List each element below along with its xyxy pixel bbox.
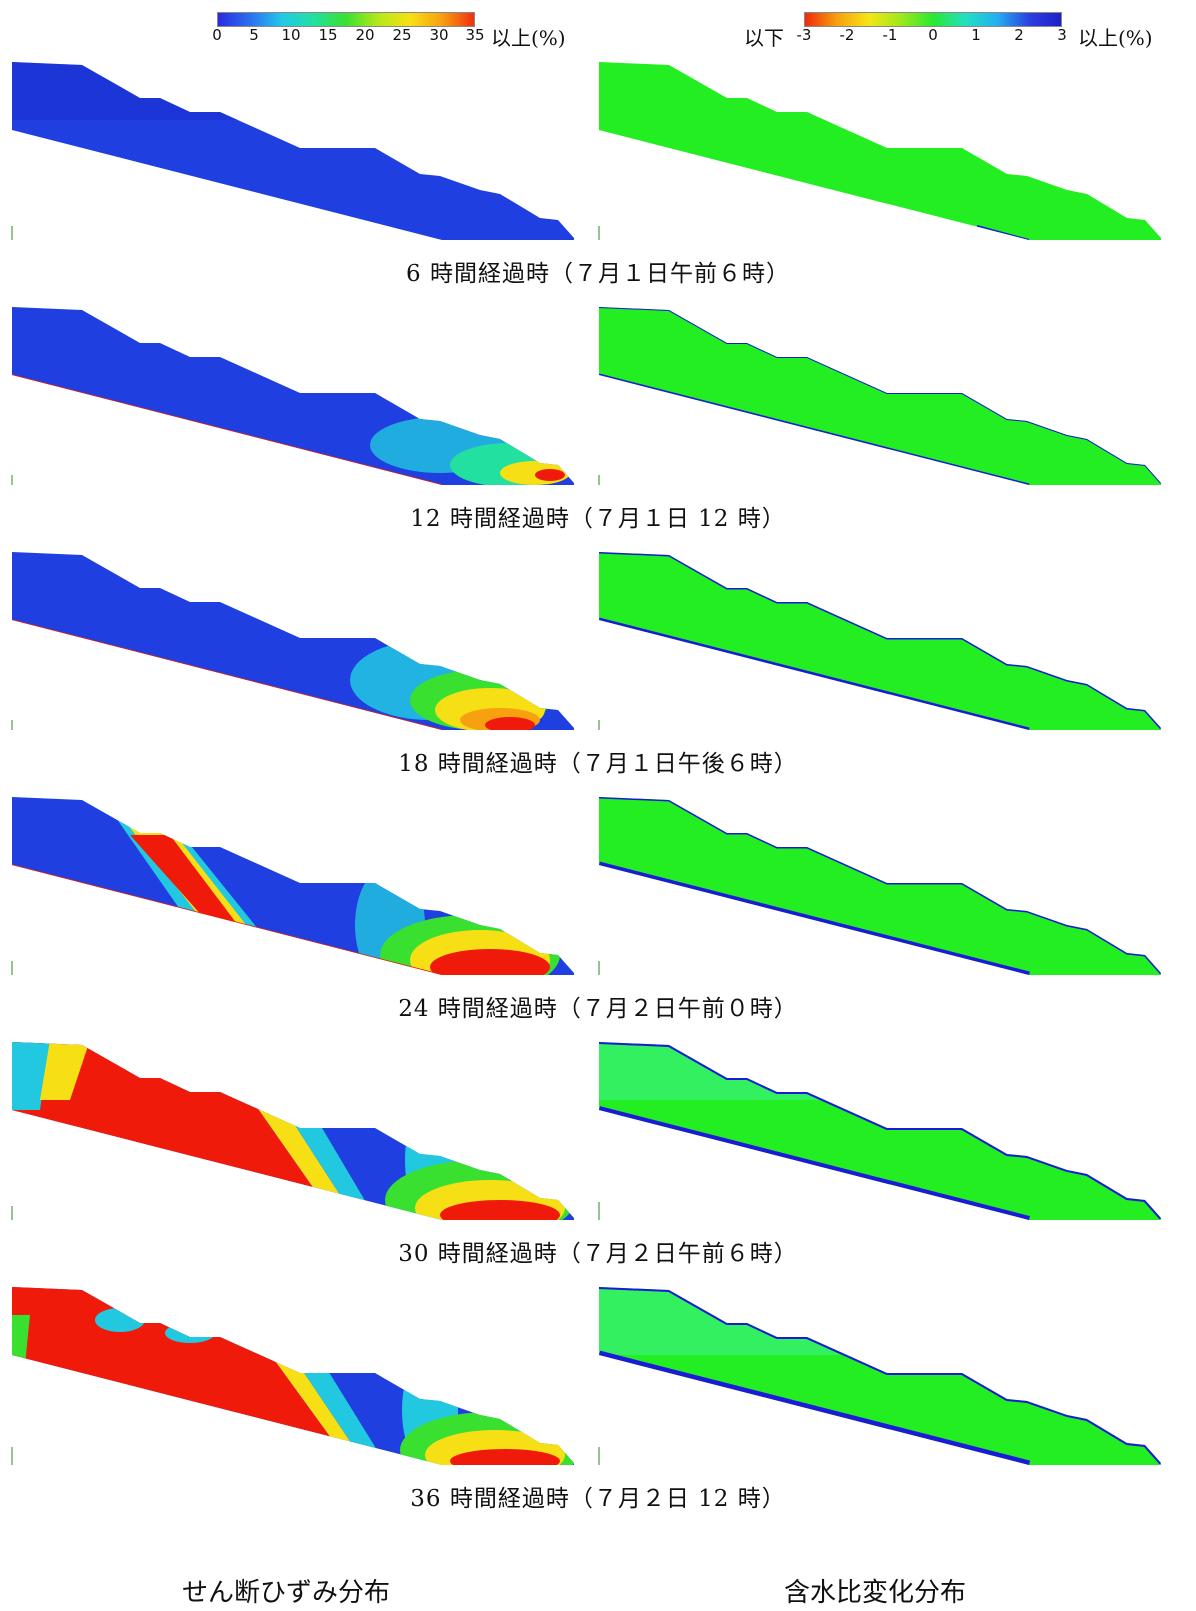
moisture-tick: 1 [971,26,981,44]
moisture-tick: 3 [1057,26,1067,44]
moisture-tick: 0 [928,26,938,44]
moisture-tick: 2 [1014,26,1024,44]
moisture-unit-label: 以上(%) [1078,26,1153,50]
time-caption-6h: 6 時間経過時（７月１日午前６時） [406,261,790,287]
shear-strain-colorbar: 0 5 10 15 20 25 30 35 以上(%) [205,10,585,50]
moisture-panel-36h [597,1285,1177,1471]
moisture-panel-30h [597,1040,1177,1226]
time-caption-18h: 18 時間経過時（７月１日午後６時） [398,751,798,777]
shear-strain-panel-30h [10,1040,590,1226]
shear-tick: 5 [249,26,259,44]
moisture-tick: -1 [882,26,898,44]
moisture-panel-12h [597,305,1177,491]
moisture-column-label: 含水比変化分布 [784,1578,967,1608]
moisture-tick: -2 [839,26,855,44]
shear-strain-panel-18h [10,550,590,736]
shear-tick: 35 [465,26,485,44]
shear-tick: 20 [355,26,375,44]
shear-strain-panel-12h [10,305,590,491]
shear-tick: 10 [281,26,301,44]
time-caption-36h: 36 時間経過時（７月２日 12 時） [410,1486,786,1512]
time-caption-12h: 12 時間経過時（７月１日 12 時） [410,506,786,532]
moisture-prefix-label: 以下 [744,26,784,50]
shear-tick: 15 [318,26,338,44]
shear-tick: 0 [212,26,222,44]
time-caption-24h: 24 時間経過時（７月２日午前０時） [398,996,798,1022]
moisture-tick: -3 [796,26,812,44]
shear-strain-column-label: せん断ひずみ分布 [182,1578,391,1608]
shear-unit-label: 以上(%) [491,26,566,50]
shear-strain-panel-24h [10,795,590,981]
shear-tick: 25 [392,26,412,44]
shear-strain-panel-6h [10,60,590,246]
moisture-panel-6h [597,60,1177,246]
moisture-colorbar: 以下 -3 -2 -1 0 1 2 3 以上(%) [744,10,1164,50]
moisture-panel-18h [597,550,1177,736]
moisture-gradient [804,12,1062,27]
shear-strain-panel-36h [10,1285,590,1471]
shear-strain-gradient [217,12,475,27]
time-caption-30h: 30 時間経過時（７月２日午前６時） [398,1241,798,1267]
moisture-panel-24h [597,795,1177,981]
shear-tick: 30 [429,26,449,44]
